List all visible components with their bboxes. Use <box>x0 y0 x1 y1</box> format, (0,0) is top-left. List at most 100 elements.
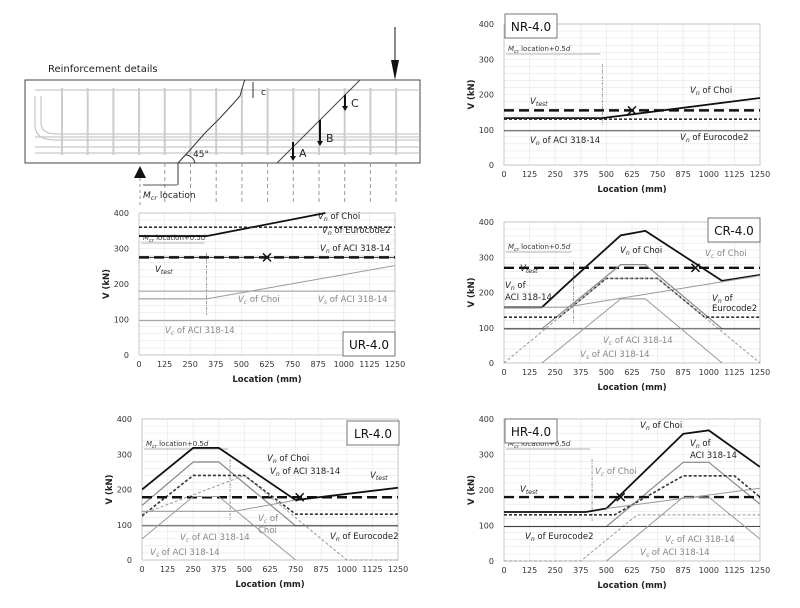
annotation-label-line2: ACI 318-14 <box>690 451 737 461</box>
y-tick-label: 200 <box>479 289 494 298</box>
mcr-label: Mcr location+0.5d <box>508 243 571 253</box>
annotation-label: Vc of ACI 318-14 <box>165 326 235 337</box>
x-tick-label: 0 <box>501 170 506 179</box>
x-tick-label: 1250 <box>750 170 770 179</box>
x-tick-label: 625 <box>259 360 274 369</box>
x-tick-label: 250 <box>548 170 563 179</box>
series-vn-of-eurocode2 <box>504 277 760 318</box>
annotation-label: Vc of Choi <box>705 249 747 260</box>
x-tick-label: 500 <box>599 566 614 575</box>
y-tick-label: 100 <box>114 316 129 325</box>
annotation-label: Vn of Eurocode2 <box>330 532 398 543</box>
y-tick-label: 0 <box>489 359 494 368</box>
y-axis-label: V (kN) <box>467 79 477 109</box>
y-tick-label: 100 <box>479 126 494 135</box>
crack-line <box>177 79 246 164</box>
x-axis-label: Location (mm) <box>597 185 666 195</box>
plot-frame <box>503 221 761 364</box>
x-tick-label: 1250 <box>750 566 770 575</box>
y-tick-label: 0 <box>489 557 494 566</box>
x-tick-label: 250 <box>186 565 201 574</box>
arrowhead-icon <box>342 106 348 111</box>
diagonal-line <box>276 79 361 164</box>
point-label-C: C <box>351 97 359 110</box>
x-tick-label: 375 <box>573 368 588 377</box>
y-tick-label: 300 <box>479 55 494 64</box>
series-group <box>142 447 398 561</box>
point-label-A: A <box>299 147 307 160</box>
annotation-label-line2: ACI 318-14 <box>505 293 552 303</box>
specimen-title-box <box>342 331 396 357</box>
x-tick-label: 875 <box>314 565 329 574</box>
annotation-label: Vtest <box>520 485 538 496</box>
series-eurocode2-vs <box>504 514 760 562</box>
test-point-marker <box>690 263 701 273</box>
y-tick-label: 0 <box>124 351 129 360</box>
y-tick-label: 300 <box>117 450 132 459</box>
specimen-title: LR-4.0 <box>354 427 392 441</box>
specimen-title-box <box>504 418 558 444</box>
annotation-label: Vn of Choi <box>267 454 309 465</box>
chart-HR-4.0: 0 125 250 375 500 625 750 875 1000 1125 1250 0 100 20… <box>467 415 770 591</box>
arrowhead-icon <box>317 141 323 146</box>
series-vc-of-choi <box>504 275 760 308</box>
x-tick-label: 625 <box>624 566 639 575</box>
x-tick-label: 1000 <box>334 360 354 369</box>
annotation-label: Vn of Choi <box>690 86 732 97</box>
annotation-label: Vs of ACI 318-14 <box>150 548 220 559</box>
mcr-label: Mcr location+0.5d <box>508 45 571 55</box>
specimen-title: CR-4.0 <box>714 224 754 238</box>
x-tick-label: 625 <box>624 170 639 179</box>
annotation-label: Vs of ACI 318-14 <box>318 295 388 306</box>
y-tick-label: 0 <box>127 556 132 565</box>
x-tick-label: 500 <box>599 368 614 377</box>
annotation-label-line2: Choi <box>258 526 277 536</box>
x-tick-label: 0 <box>501 566 506 575</box>
series-vn-of-choi <box>504 97 760 120</box>
angle-arc <box>185 154 196 164</box>
x-axis-label: Location (mm) <box>597 581 666 591</box>
mcr-label: Mcr location+0.5d <box>143 234 206 244</box>
y-tick-label: 100 <box>479 522 494 531</box>
x-tick-label: 125 <box>160 565 175 574</box>
x-tick-label: 1250 <box>388 565 408 574</box>
y-tick-label: 200 <box>117 486 132 495</box>
x-tick-label: 125 <box>522 170 537 179</box>
x-tick-label: 1000 <box>337 565 357 574</box>
annotation-label: Vtest <box>155 265 173 276</box>
mcr-label: Mcr location+0.5d <box>508 440 571 450</box>
specimen-title-box <box>707 217 761 243</box>
annotation-label: Vn of Choi <box>620 246 662 257</box>
series-vn-of-choi <box>504 429 760 513</box>
x-tick-label: 0 <box>501 368 506 377</box>
y-tick-label: 400 <box>114 209 129 218</box>
annotation-label: Vn of ACI 318-14 <box>530 136 600 147</box>
x-tick-label: 375 <box>211 565 226 574</box>
x-tick-label: 500 <box>234 360 249 369</box>
support-triangle-icon <box>134 166 146 178</box>
y-axis-label: V (kN) <box>105 474 115 504</box>
mcr-location-label: Mcr location <box>143 191 196 202</box>
series-eurocode2-vs <box>504 277 760 364</box>
x-tick-label: 1125 <box>362 565 382 574</box>
x-tick-label: 875 <box>311 360 326 369</box>
specimen-title-box <box>504 13 558 39</box>
annotation-label: Vn of Choi <box>318 212 360 223</box>
plot-frame <box>503 23 761 166</box>
x-tick-label: 1000 <box>699 170 719 179</box>
y-tick-label: 100 <box>479 324 494 333</box>
y-tick-label: 0 <box>489 161 494 170</box>
annotation-label: Vtest <box>530 97 548 108</box>
series-vc-of-choi <box>139 265 395 300</box>
specimen-title-box <box>346 420 400 446</box>
y-tick-label: 400 <box>117 415 132 424</box>
y-tick-label: 100 <box>117 521 132 530</box>
series-vn-of-choi <box>142 447 398 502</box>
series-vc-of-choi <box>142 499 296 512</box>
x-tick-label: 750 <box>650 368 665 377</box>
chart-UR-4.0: 0 125 250 375 500 625 750 875 1000 1125 1250 0 100 20… <box>102 209 405 385</box>
x-tick-label: 1125 <box>724 566 744 575</box>
chart-NR-4.0: 0 125 250 375 500 625 750 875 1000 1125 1250 0 100 20… <box>467 13 770 195</box>
plot-frame <box>503 418 761 562</box>
x-tick-label: 750 <box>650 566 665 575</box>
